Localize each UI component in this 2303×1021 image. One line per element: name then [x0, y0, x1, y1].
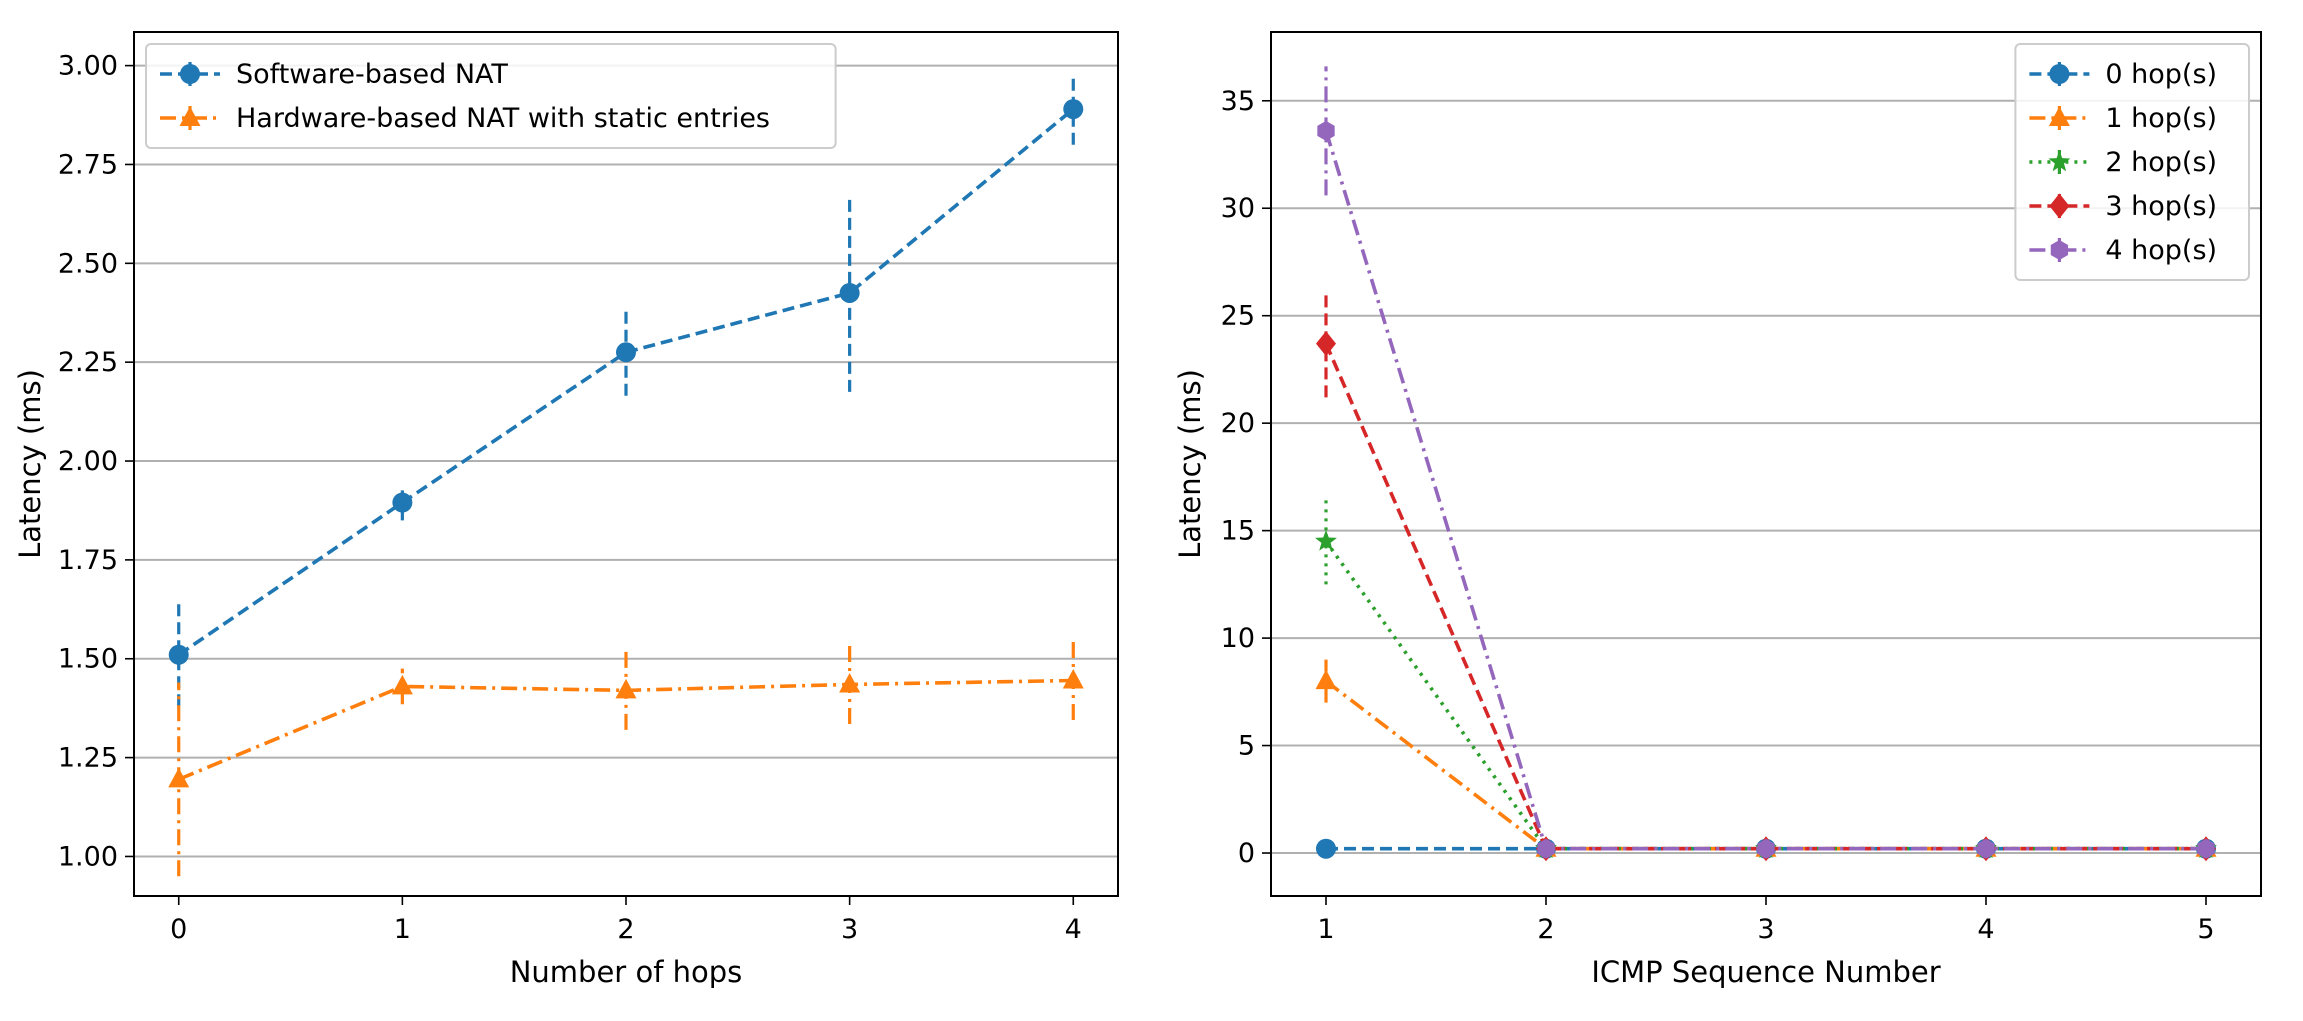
- x-tick-label: 3: [841, 914, 858, 945]
- chart-panel-1: 1.00 1.25 1.50 1.75 2.00 2.25 2.50 2.75 3.00 0 1 2 3…: [13, 31, 1119, 989]
- y-tick-label: 1.75: [58, 545, 118, 576]
- legend-marker: [2048, 106, 2070, 126]
- series-3: [1315, 498, 2217, 859]
- x-tick-label: 0: [170, 914, 187, 945]
- data-point: [1316, 331, 1336, 357]
- legend-label: 1 hop(s): [2105, 103, 2217, 134]
- data-point: [1317, 120, 1335, 141]
- series-2: [168, 640, 1084, 877]
- series-line: [177, 107, 1075, 657]
- series-line: [1324, 342, 2206, 851]
- chart-panel-2: 0 5 10 15 20 25 30 35 1 2 3 4 5 ICMP Sequence Number L…: [1173, 31, 2262, 989]
- legend-marker: [2048, 150, 2071, 172]
- y-tick-label: 15: [1221, 516, 1255, 547]
- y-tick-label: 2.00: [58, 446, 118, 477]
- data-point: [616, 342, 636, 363]
- y-axis-label: Latency (ms): [1173, 369, 1207, 559]
- x-tick-label: 2: [617, 914, 634, 945]
- x-axis-label: ICMP Sequence Number: [1591, 955, 1940, 989]
- y-tick-label: 20: [1221, 408, 1255, 439]
- legend-marker: [2049, 64, 2070, 84]
- legend-label: 4 hop(s): [2105, 235, 2217, 266]
- legend-box: [2014, 43, 2251, 281]
- series-line: [1324, 679, 2206, 851]
- y-tick-label: 2.25: [58, 347, 118, 378]
- series-line: [1324, 540, 2206, 851]
- legend: Software-based NAT Hardware-based NAT wit…: [145, 43, 837, 149]
- x-tick-label: 2: [1537, 914, 1554, 945]
- y-tick-label: 5: [1238, 731, 1255, 762]
- legend-label: Software-based NAT: [236, 59, 508, 90]
- legend-marker: [2050, 240, 2069, 260]
- x-tick-label: 1: [394, 914, 411, 945]
- x-tick-label: 4: [1065, 914, 1082, 945]
- legend: 0 hop(s) 1 hop(s) 2 hop(s) 3 hop(s) 4 hop(s): [2014, 43, 2251, 281]
- legend-label: 0 hop(s): [2105, 59, 2217, 90]
- y-tick-label: 30: [1221, 193, 1255, 224]
- y-tick-label: 1.50: [58, 644, 118, 675]
- series-2: [1315, 659, 2217, 857]
- data-point: [392, 492, 413, 513]
- y-tick-label: 3.00: [58, 51, 118, 82]
- series-5: [1317, 66, 2215, 859]
- legend-label: 3 hop(s): [2105, 191, 2217, 222]
- x-axis-label: Number of hops: [510, 955, 743, 989]
- x-tick-label: 4: [1977, 914, 1994, 945]
- y-axis-label: Latency (ms): [13, 369, 47, 559]
- series-1: [168, 73, 1084, 707]
- x-tick-label: 5: [2197, 914, 2214, 945]
- legend-box: [145, 43, 837, 149]
- data-point: [1315, 529, 1337, 551]
- legend-marker: [179, 106, 201, 126]
- data-point: [1063, 99, 1084, 120]
- y-tick-label: 2.75: [58, 149, 118, 180]
- data-point: [1537, 838, 1555, 859]
- y-tick-label: 25: [1221, 301, 1255, 332]
- legend-label: 2 hop(s): [2105, 147, 2217, 178]
- y-tick-label: 35: [1221, 86, 1255, 117]
- data-point: [1977, 838, 1995, 859]
- data-point: [168, 644, 189, 665]
- y-tick-label: 2.50: [58, 248, 118, 279]
- y-tick-label: 10: [1221, 623, 1255, 654]
- data-point: [615, 678, 637, 699]
- y-tick-label: 1.00: [58, 841, 118, 872]
- data-point: [1062, 668, 1084, 689]
- data-point: [839, 672, 861, 693]
- data-point: [1315, 669, 1337, 690]
- x-tick-label: 3: [1757, 914, 1774, 945]
- legend-marker: [180, 64, 200, 84]
- data-point: [2197, 838, 2215, 859]
- y-tick-label: 1.25: [58, 743, 118, 774]
- legend-label: Hardware-based NAT with static entries: [236, 103, 770, 134]
- y-tick-label: 0: [1238, 838, 1255, 869]
- axes-frame: [133, 31, 1119, 897]
- axes-frame: [1270, 31, 2262, 897]
- data-point: [839, 282, 860, 303]
- x-tick-label: 1: [1317, 914, 1334, 945]
- data-point: [1316, 838, 1336, 859]
- legend-marker: [2049, 193, 2070, 219]
- data-point: [391, 674, 413, 695]
- data-point: [1757, 838, 1775, 859]
- data-point: [168, 767, 190, 788]
